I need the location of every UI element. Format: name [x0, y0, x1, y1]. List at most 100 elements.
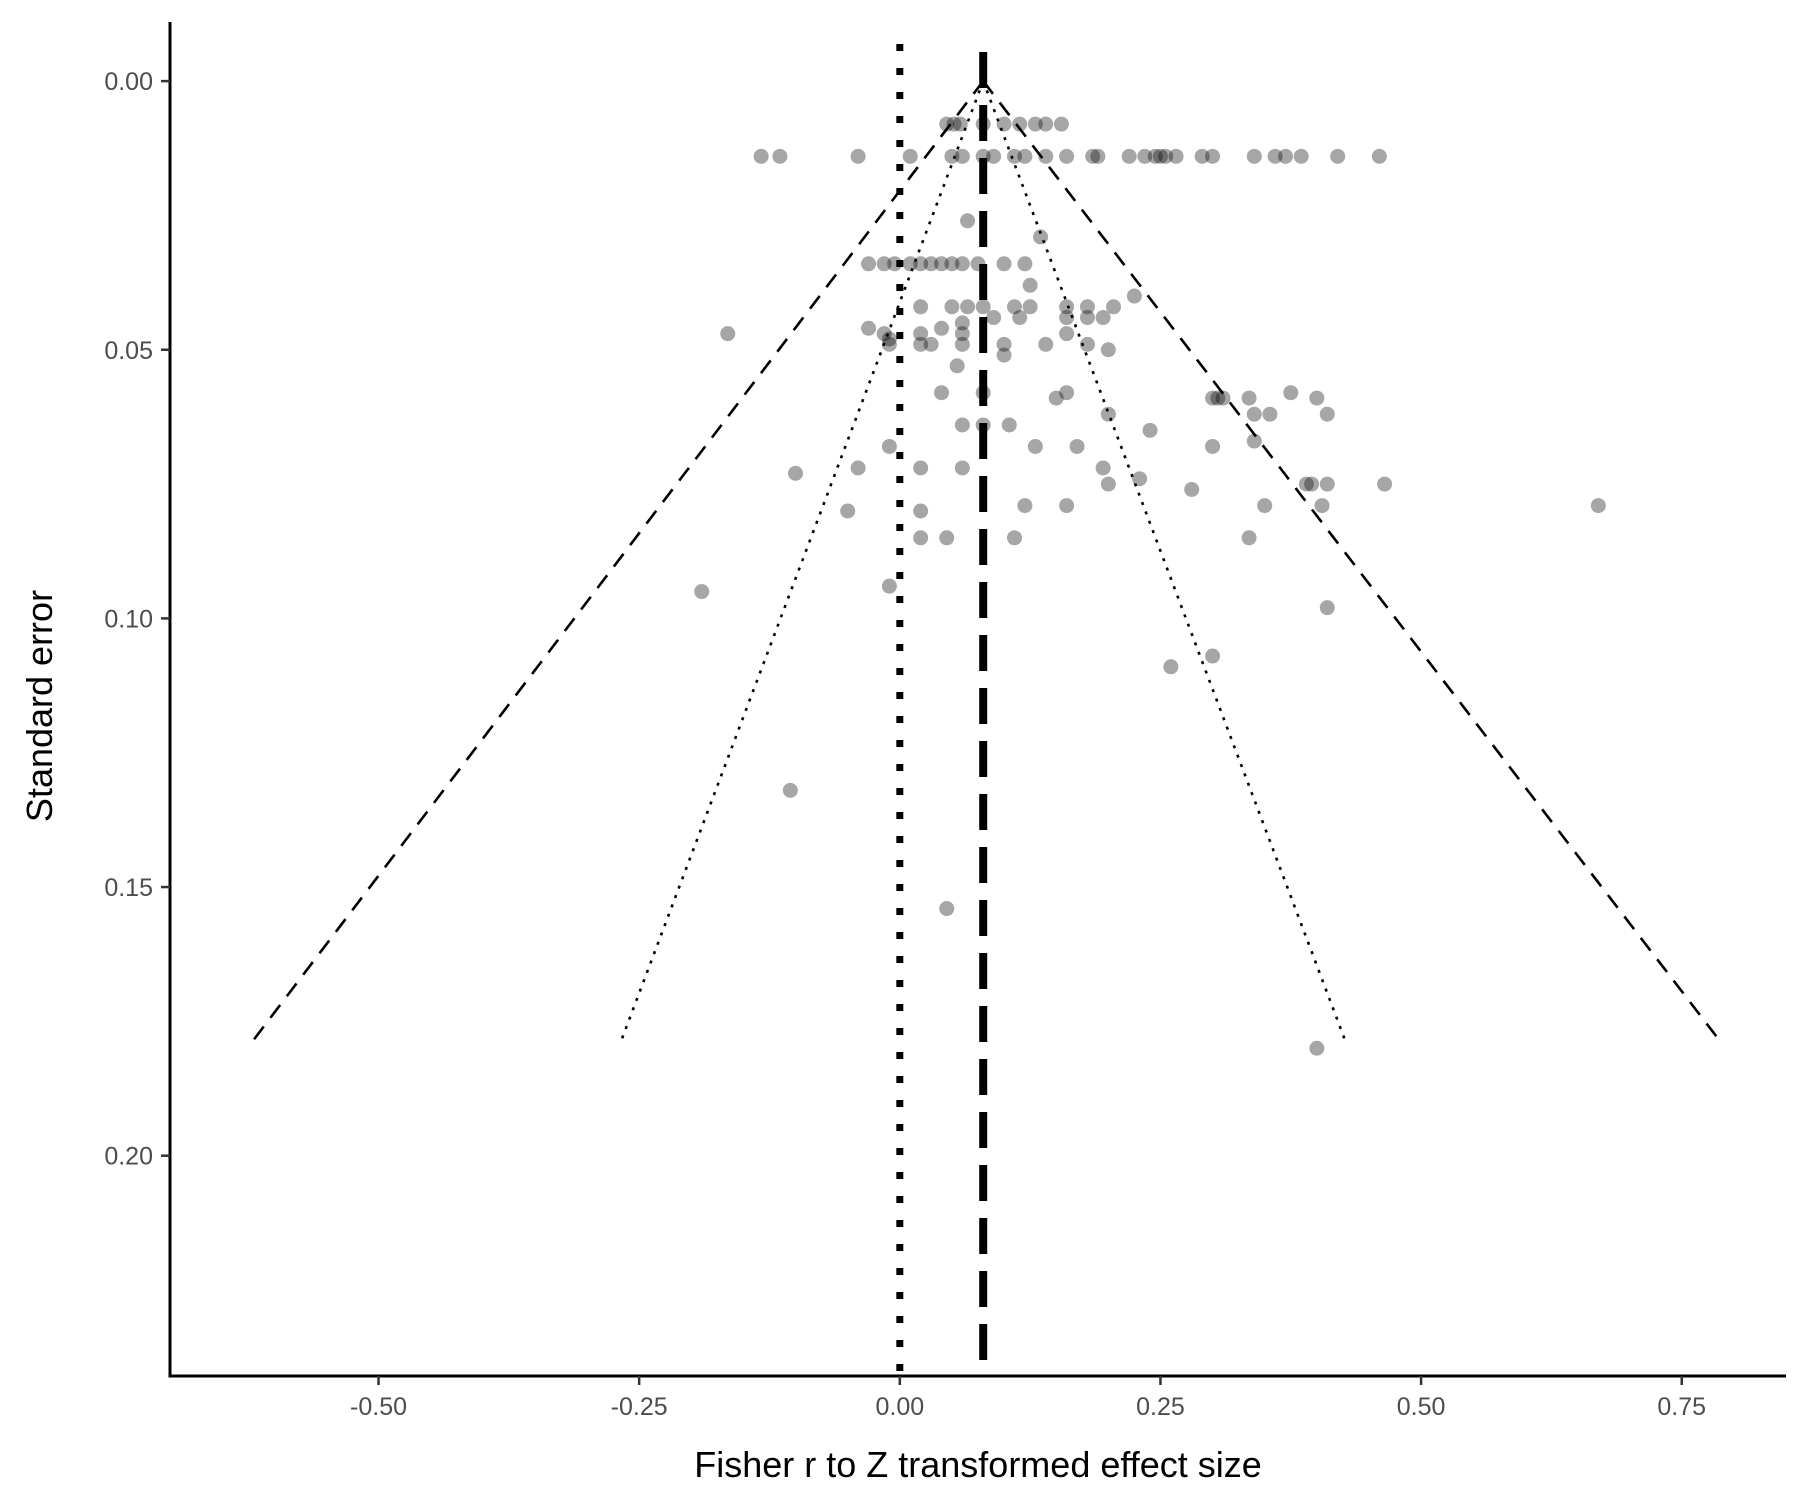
data-point: [913, 503, 929, 519]
data-point: [1121, 148, 1137, 164]
data-point: [944, 299, 960, 315]
data-point: [986, 148, 1002, 164]
data-point: [1205, 648, 1221, 664]
data-point: [1314, 498, 1330, 514]
data-point: [913, 256, 929, 272]
data-point: [1163, 659, 1179, 675]
y-tick-label: 0.20: [104, 1143, 153, 1171]
data-point: [975, 299, 991, 315]
x-tick-label: 0.75: [1657, 1393, 1706, 1421]
data-point: [1017, 148, 1033, 164]
y-tick-label: 0.00: [104, 68, 153, 96]
data-point: [949, 358, 965, 374]
data-point: [1006, 530, 1022, 546]
data-point: [1137, 148, 1153, 164]
data-point: [952, 116, 968, 132]
data-point: [996, 256, 1012, 272]
data-point: [1210, 390, 1226, 406]
data-point: [1215, 390, 1231, 406]
data-point: [1006, 148, 1022, 164]
data-point: [996, 347, 1012, 363]
data-point: [902, 148, 918, 164]
x-axis-ticks: -0.50 -0.25 0.00 0.25 0.50 0.75: [350, 1376, 1706, 1421]
data-point: [1001, 417, 1017, 433]
data-point: [1079, 336, 1095, 352]
data-point: [913, 336, 929, 352]
data-point: [1033, 229, 1049, 245]
data-point: [1059, 310, 1075, 326]
data-point: [1022, 277, 1038, 293]
data-point: [881, 438, 897, 454]
data-point: [1027, 438, 1043, 454]
data-point: [1246, 433, 1262, 449]
data-point: [1038, 336, 1054, 352]
data-point: [954, 148, 970, 164]
x-tick-label: -0.50: [350, 1393, 407, 1421]
data-points: [694, 116, 1606, 1056]
data-point: [944, 148, 960, 164]
data-point: [876, 326, 892, 342]
data-point: [1053, 116, 1069, 132]
data-point: [694, 584, 710, 600]
data-point: [1085, 148, 1101, 164]
data-point: [850, 148, 866, 164]
data-point: [954, 315, 970, 331]
data-point: [881, 336, 897, 352]
data-point: [975, 116, 991, 132]
data-point: [946, 116, 962, 132]
data-point: [876, 256, 892, 272]
x-tick-label: 0.50: [1397, 1393, 1446, 1421]
data-point: [1246, 406, 1262, 422]
y-axis-title: Standard error: [19, 590, 60, 822]
data-point: [1293, 148, 1309, 164]
data-point: [1278, 148, 1294, 164]
data-point: [1184, 481, 1200, 497]
data-point: [954, 336, 970, 352]
data-point: [913, 326, 929, 342]
data-point: [1283, 385, 1299, 401]
y-tick-label: 0.05: [104, 337, 153, 365]
data-point: [1095, 310, 1111, 326]
data-point: [1100, 476, 1116, 492]
data-point: [975, 385, 991, 401]
data-point: [1298, 476, 1314, 492]
data-point: [840, 503, 856, 519]
data-point: [1059, 385, 1075, 401]
data-point: [1309, 1040, 1325, 1056]
data-point: [1590, 498, 1606, 514]
data-point: [954, 256, 970, 272]
data-point: [1371, 148, 1387, 164]
data-point: [913, 299, 929, 315]
data-point: [1027, 116, 1043, 132]
data-point: [1059, 299, 1075, 315]
y-tick-label: 0.15: [104, 874, 153, 902]
data-point: [1319, 406, 1335, 422]
data-point: [1262, 406, 1278, 422]
data-point: [1038, 148, 1054, 164]
data-point: [772, 148, 788, 164]
data-point: [1205, 390, 1221, 406]
data-point: [1059, 498, 1075, 514]
data-point: [954, 460, 970, 476]
data-point: [1241, 530, 1257, 546]
data-point: [1257, 498, 1273, 514]
data-point: [782, 782, 798, 798]
data-point: [1017, 256, 1033, 272]
data-point: [996, 116, 1012, 132]
data-point: [1126, 288, 1142, 304]
data-point: [960, 299, 976, 315]
data-point: [954, 326, 970, 342]
funnel-95-right-line: [982, 80, 1723, 1044]
data-point: [934, 385, 950, 401]
data-point: [850, 460, 866, 476]
data-point: [1079, 299, 1095, 315]
data-point: [1022, 299, 1038, 315]
data-point: [1267, 148, 1283, 164]
data-point: [1205, 148, 1221, 164]
data-point: [1304, 476, 1320, 492]
data-point: [1132, 471, 1148, 487]
data-point: [939, 116, 955, 132]
data-point: [1090, 148, 1106, 164]
data-point: [1147, 148, 1163, 164]
